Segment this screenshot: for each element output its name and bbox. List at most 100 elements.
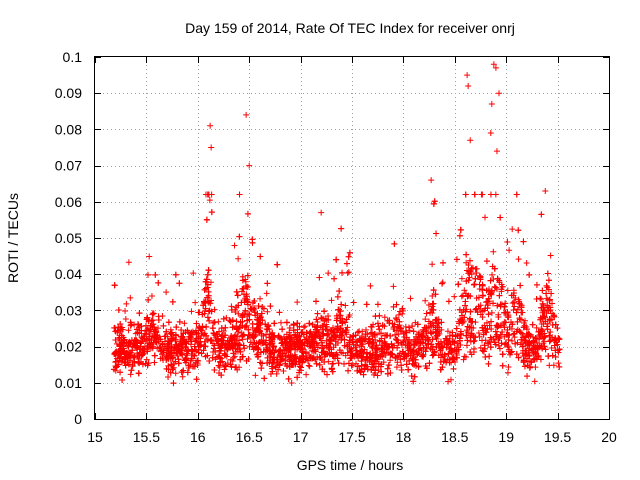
data-point [146, 253, 153, 260]
data-point [273, 370, 280, 377]
data-point [395, 311, 402, 318]
data-point [237, 319, 244, 326]
data-point [321, 358, 328, 365]
data-point [121, 339, 128, 346]
data-point [165, 355, 172, 362]
data-point [546, 316, 553, 323]
data-point [314, 310, 321, 317]
chart-title: Day 159 of 2014, Rate Of TEC Index for r… [185, 20, 515, 36]
data-point [545, 304, 552, 311]
data-point [257, 295, 264, 302]
data-point [427, 309, 434, 316]
data-point [215, 362, 222, 369]
data-point [203, 216, 210, 223]
data-point [232, 306, 239, 313]
data-point [490, 300, 497, 307]
data-point [160, 322, 167, 329]
x-tick-label: 20 [601, 429, 617, 445]
data-point [440, 259, 447, 266]
data-point [299, 328, 306, 335]
data-point [147, 326, 154, 333]
data-point [220, 315, 227, 322]
data-point [361, 366, 368, 373]
data-point [167, 369, 174, 376]
data-point [140, 333, 147, 340]
data-point [290, 361, 297, 368]
data-point [455, 346, 462, 353]
data-point [157, 336, 164, 343]
data-point [306, 340, 313, 347]
data-point [451, 339, 458, 346]
data-point [264, 359, 271, 366]
data-point [322, 351, 329, 358]
data-point [397, 325, 404, 332]
data-point [330, 328, 337, 335]
data-point [502, 300, 509, 307]
plot-frame [94, 56, 610, 420]
data-point [358, 362, 365, 369]
data-point [352, 339, 359, 346]
data-point [297, 337, 304, 344]
data-point [358, 348, 365, 355]
data-point [250, 346, 257, 353]
data-point [487, 334, 494, 341]
data-point [250, 334, 257, 341]
data-point [239, 277, 246, 284]
data-point [446, 346, 453, 353]
data-point [425, 336, 432, 343]
data-point [306, 320, 313, 327]
data-point [345, 360, 352, 367]
data-point [392, 354, 399, 361]
data-point [520, 238, 527, 245]
data-point [294, 320, 301, 327]
data-point [135, 359, 142, 366]
data-point [363, 301, 370, 308]
data-point [548, 290, 555, 297]
data-point [139, 361, 146, 368]
data-point [189, 363, 196, 370]
data-point [205, 308, 212, 315]
data-point [166, 350, 173, 357]
data-point [542, 318, 549, 325]
data-point [142, 360, 149, 367]
data-point [515, 354, 522, 361]
data-point [522, 337, 529, 344]
data-point [530, 339, 537, 346]
data-point [545, 286, 552, 293]
data-point [501, 309, 508, 316]
data-point [435, 340, 442, 347]
data-point [111, 350, 118, 357]
data-point [348, 352, 355, 359]
data-point [536, 331, 543, 338]
data-point [429, 352, 436, 359]
data-point [401, 337, 408, 344]
data-point [491, 265, 498, 272]
data-point [345, 367, 352, 374]
data-point [508, 348, 515, 355]
data-point [249, 320, 256, 327]
data-point [264, 280, 271, 287]
data-point [475, 294, 482, 301]
data-point [263, 290, 270, 297]
data-point [361, 365, 368, 372]
data-point [134, 329, 141, 336]
data-point [310, 333, 317, 340]
data-point [206, 307, 213, 314]
data-point [300, 331, 307, 338]
data-point [410, 378, 417, 385]
data-point [422, 316, 429, 323]
data-point [378, 368, 385, 375]
data-point [111, 324, 118, 331]
data-point [494, 302, 501, 309]
data-point [439, 344, 446, 351]
data-point [378, 330, 384, 337]
data-point [339, 315, 346, 322]
data-point [204, 271, 211, 278]
data-point [229, 345, 236, 352]
data-point [219, 340, 226, 347]
data-point [381, 314, 388, 321]
data-point [479, 191, 486, 198]
data-point [538, 304, 545, 311]
y-axis-label: ROTI / TECUs [5, 193, 21, 283]
data-point [464, 328, 471, 335]
